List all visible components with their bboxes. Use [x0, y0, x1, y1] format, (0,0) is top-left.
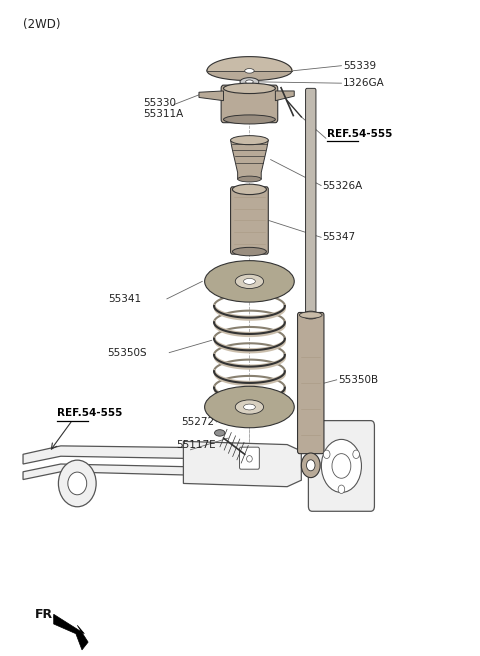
- Ellipse shape: [300, 312, 322, 318]
- FancyBboxPatch shape: [298, 312, 324, 454]
- Ellipse shape: [245, 69, 254, 73]
- Text: 55350B: 55350B: [338, 375, 378, 385]
- Ellipse shape: [232, 184, 266, 195]
- Ellipse shape: [207, 61, 292, 81]
- FancyBboxPatch shape: [306, 89, 316, 317]
- Polygon shape: [183, 441, 301, 487]
- Ellipse shape: [230, 136, 268, 145]
- Ellipse shape: [68, 472, 87, 495]
- Ellipse shape: [232, 247, 266, 256]
- Ellipse shape: [301, 453, 320, 478]
- Text: FR.: FR.: [35, 607, 58, 621]
- Text: REF.54-555: REF.54-555: [327, 129, 393, 138]
- Text: 55350S: 55350S: [107, 348, 146, 358]
- Ellipse shape: [324, 450, 330, 459]
- Text: 55272: 55272: [181, 417, 214, 427]
- Ellipse shape: [353, 450, 360, 459]
- FancyBboxPatch shape: [221, 85, 278, 123]
- Ellipse shape: [224, 83, 276, 94]
- Ellipse shape: [246, 80, 253, 84]
- Ellipse shape: [224, 115, 276, 124]
- Ellipse shape: [235, 400, 264, 414]
- FancyBboxPatch shape: [308, 420, 374, 511]
- Ellipse shape: [235, 274, 264, 289]
- Text: (2WD): (2WD): [23, 18, 60, 31]
- Ellipse shape: [204, 386, 294, 428]
- Ellipse shape: [238, 176, 261, 182]
- Ellipse shape: [243, 404, 255, 410]
- Text: 55117E: 55117E: [176, 440, 216, 449]
- Polygon shape: [54, 614, 88, 650]
- Text: 55339: 55339: [343, 61, 376, 71]
- Polygon shape: [23, 464, 254, 483]
- Ellipse shape: [307, 460, 315, 471]
- Text: 55347: 55347: [323, 232, 356, 242]
- Ellipse shape: [247, 455, 252, 462]
- Polygon shape: [230, 140, 268, 179]
- FancyBboxPatch shape: [240, 447, 259, 469]
- Text: 1326GA: 1326GA: [343, 78, 384, 88]
- Ellipse shape: [215, 430, 225, 436]
- Text: 55311A: 55311A: [144, 110, 183, 119]
- Text: REF.54-555: REF.54-555: [57, 409, 122, 419]
- Ellipse shape: [338, 485, 345, 493]
- Ellipse shape: [246, 78, 253, 83]
- Text: 55326A: 55326A: [323, 180, 363, 190]
- FancyBboxPatch shape: [230, 187, 268, 254]
- Ellipse shape: [240, 77, 259, 86]
- Ellipse shape: [59, 460, 96, 506]
- Ellipse shape: [303, 311, 318, 319]
- Ellipse shape: [322, 440, 361, 493]
- Ellipse shape: [204, 260, 294, 302]
- Ellipse shape: [243, 278, 255, 284]
- Polygon shape: [276, 91, 294, 100]
- Polygon shape: [199, 91, 224, 100]
- Text: 55330: 55330: [144, 98, 176, 108]
- Text: 55341: 55341: [108, 294, 141, 304]
- Polygon shape: [23, 446, 254, 465]
- Ellipse shape: [332, 454, 351, 478]
